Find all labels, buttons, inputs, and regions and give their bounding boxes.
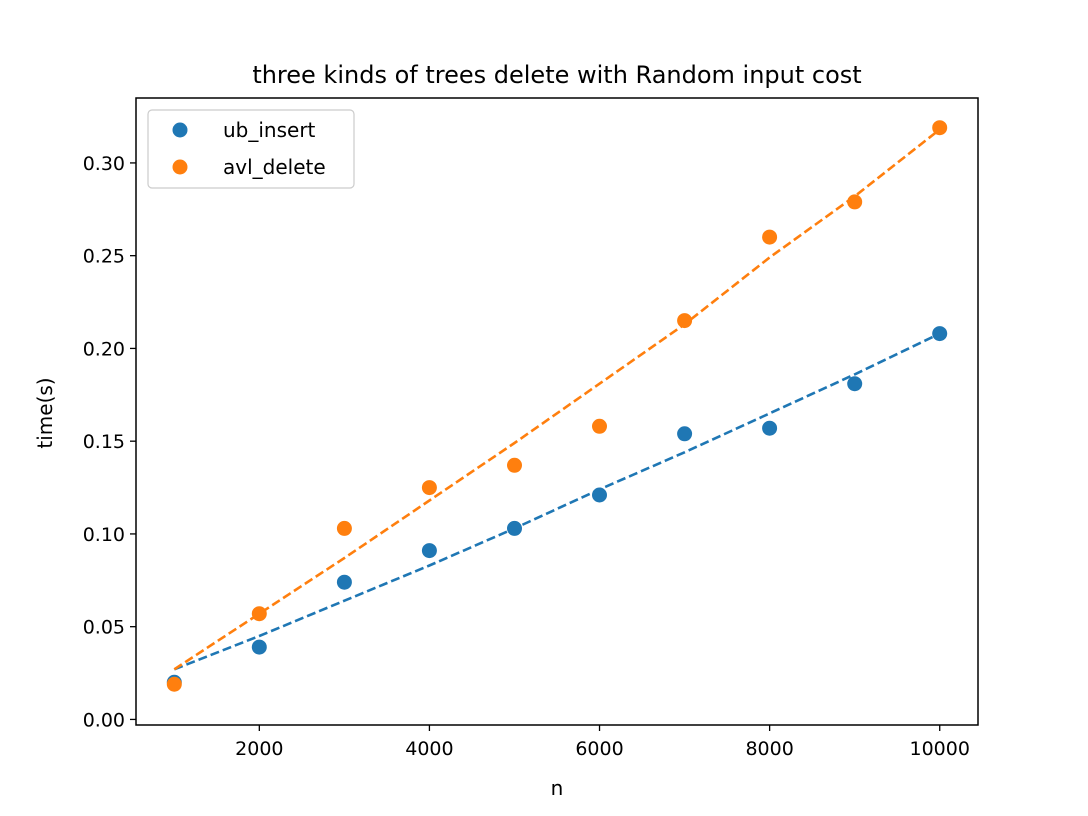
plot-frame [135,97,979,726]
axes: 2000 4000 6000 8000 10000 0.00 0.05 0.10 0.15 0.2… [83,97,979,760]
y-tick-label-0.00: 0.00 [83,709,125,731]
point-ub_insert-3000 [336,574,352,590]
legend-label-ub_insert: ub_insert [223,118,316,142]
y-tick-label-0.20: 0.20 [83,338,125,360]
fit-line-ub_insert [173,332,941,671]
legend-marker-avl_delete [172,159,188,175]
point-avl_delete-9000 [847,194,863,210]
point-ub_insert-8000 [762,420,778,436]
x-tick-label-6000: 6000 [575,738,623,760]
point-ub_insert-4000 [421,543,437,559]
point-ub_insert-7000 [677,426,693,442]
fit-lines [173,128,941,671]
legend-marker-ub_insert [172,122,188,138]
point-ub_insert-5000 [507,520,522,536]
point-avl_delete-1000 [166,676,182,692]
y-tick-label-0.10: 0.10 [83,524,125,546]
point-avl_delete-8000 [762,229,778,245]
point-avl_delete-4000 [421,480,437,496]
point-ub_insert-2000 [251,639,267,655]
x-tick-label-4000: 4000 [405,738,453,760]
point-ub_insert-9000 [847,376,863,392]
x-tick-label-10000: 10000 [910,738,970,760]
y-tick-label-0.05: 0.05 [83,617,125,639]
chart-title: three kinds of trees delete with Random … [252,61,861,89]
x-tick-label-8000: 8000 [745,738,793,760]
point-ub_insert-6000 [592,487,607,503]
point-ub_insert-10000 [932,326,948,342]
legend: ub_insert avl_delete [147,109,355,189]
data-points [166,120,948,692]
point-avl_delete-2000 [251,606,267,622]
y-tick-label-0.30: 0.30 [83,153,125,175]
point-avl_delete-3000 [336,520,352,536]
point-avl_delete-10000 [932,120,948,136]
y-tick-label-0.15: 0.15 [83,431,125,453]
point-avl_delete-6000 [592,418,607,434]
legend-label-avl_delete: avl_delete [223,155,326,179]
x-axis-label: n [551,776,564,800]
point-avl_delete-7000 [677,313,693,329]
y-tick-label-0.25: 0.25 [83,246,125,268]
fit-line-avl_delete [173,128,941,671]
x-tick-label-2000: 2000 [235,738,283,760]
point-avl_delete-5000 [507,457,522,473]
y-axis-label: time(s) [33,377,57,448]
legend-box [147,109,355,189]
